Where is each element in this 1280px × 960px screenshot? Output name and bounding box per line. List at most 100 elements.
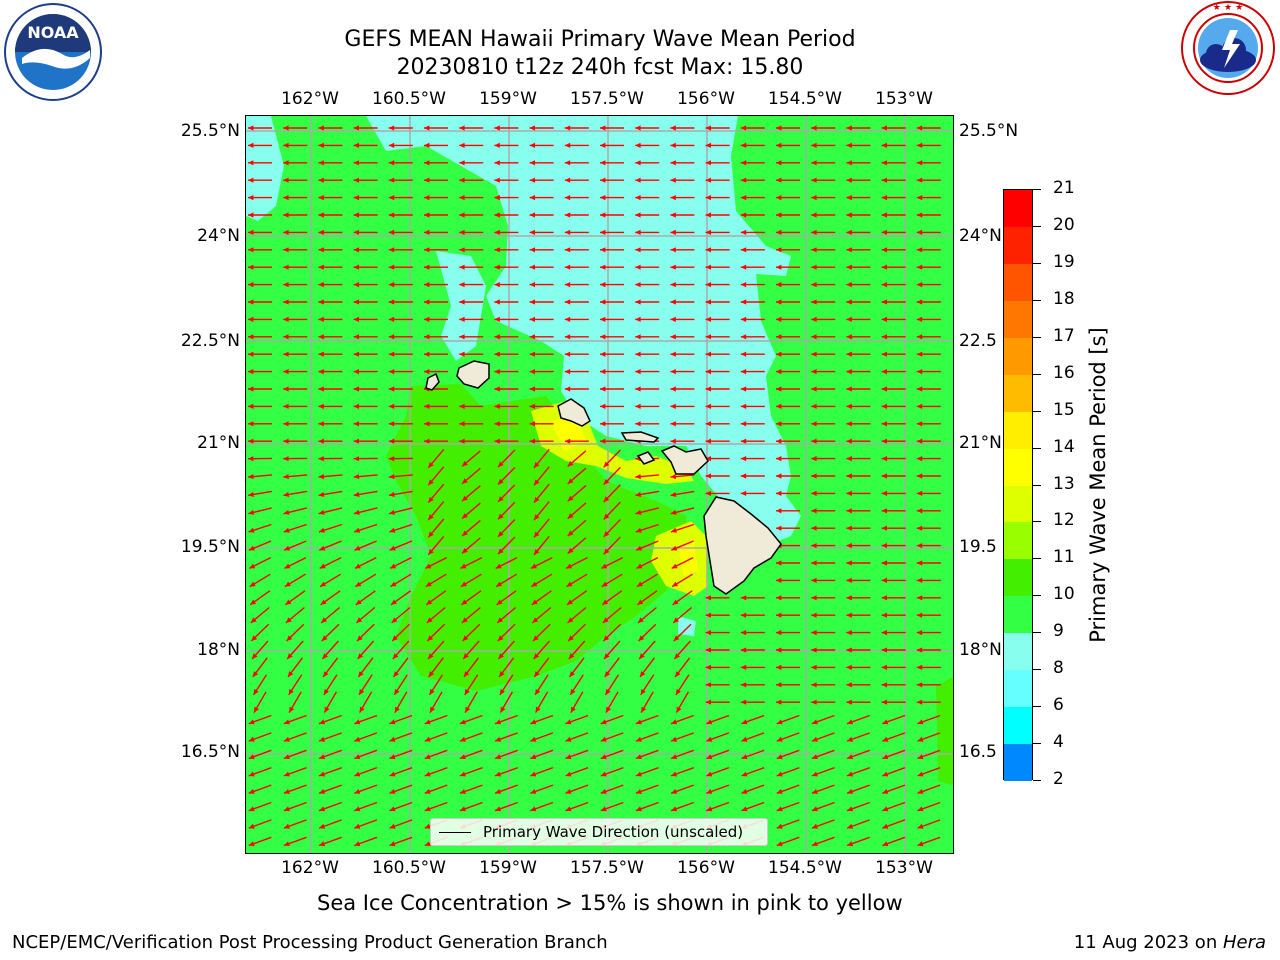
- lon-tick-top: 157.5°W: [570, 89, 644, 109]
- wave-arrow-head: [388, 386, 395, 392]
- wave-arrow-head: [603, 513, 610, 520]
- wave-arrow-head: [705, 421, 712, 427]
- wave-arrow-head: [533, 479, 540, 486]
- wave-arrow-head: [776, 403, 782, 410]
- wave-arrow-head: [670, 438, 676, 444]
- colorbar-tick-label: 9: [1053, 621, 1064, 642]
- wave-arrow-head: [635, 771, 642, 777]
- wave-arrow-head: [462, 460, 468, 467]
- wave-arrow-head: [497, 496, 504, 502]
- wave-arrow-head: [459, 719, 466, 725]
- wave-arrow-head: [318, 229, 324, 236]
- colorbar-tick-label: 6: [1053, 695, 1064, 716]
- wave-arrow-head: [287, 671, 294, 677]
- noaa-logo-text: NOAA: [27, 23, 79, 42]
- colorbar-tick-label: 18: [1053, 288, 1075, 309]
- wave-arrow-head: [248, 264, 254, 270]
- wave-arrow-head: [353, 386, 360, 392]
- colorbar-band: [1004, 522, 1032, 560]
- wave-arrow-head: [740, 177, 747, 183]
- wave-arrow-head: [602, 617, 609, 623]
- wave-arrow-head: [318, 334, 324, 340]
- wave-arrow-head: [565, 719, 572, 725]
- wave-arrow-head: [776, 194, 782, 201]
- wave-arrow-head: [741, 789, 748, 794]
- wave-arrow-head: [916, 264, 923, 270]
- wave-arrow-head: [392, 653, 399, 659]
- chart-subtitle: 20230810 t12z 240h fcst Max: 15.80: [396, 55, 804, 80]
- wave-arrow-head: [846, 577, 852, 584]
- wave-arrow-head: [916, 125, 923, 131]
- wave-arrow-head: [388, 194, 395, 201]
- wave-arrow-head: [635, 403, 641, 410]
- wave-arrow-head: [318, 299, 324, 305]
- wave-arrow-head: [916, 455, 923, 462]
- wave-arrow-head: [776, 229, 782, 236]
- wave-arrow-head: [248, 754, 255, 760]
- wave-arrow-head: [353, 456, 360, 462]
- wave-arrow-head: [494, 281, 500, 288]
- wave-arrow-head: [248, 789, 255, 794]
- wave-arrow-head: [424, 806, 431, 812]
- wave-arrow-head: [567, 617, 574, 623]
- wave-arrow-head: [740, 160, 747, 166]
- wave-arrow-head: [424, 299, 430, 305]
- wave-arrow-head: [740, 125, 747, 131]
- wave-arrow-head: [600, 736, 607, 742]
- wave-arrow-head: [354, 754, 361, 760]
- wave-arrow-head: [389, 545, 396, 551]
- wave-arrow-head: [533, 653, 540, 659]
- wave-arrow-head: [811, 316, 817, 323]
- wave-arrow-head: [811, 595, 817, 601]
- wave-arrow-head: [569, 671, 575, 677]
- wave-arrow-head: [776, 334, 782, 340]
- wave-arrow-head: [535, 706, 541, 713]
- wave-arrow-head: [740, 247, 747, 253]
- wave-arrow-head: [499, 671, 505, 677]
- colorbar-band: [1004, 411, 1032, 449]
- wave-arrow-head: [497, 531, 504, 537]
- wave-arrow-head: [531, 599, 538, 605]
- colorbar-tick-mark: [1033, 632, 1041, 634]
- colorbar-band: [1004, 448, 1032, 486]
- wave-arrow-head: [530, 563, 537, 569]
- wave-arrow-head: [495, 736, 502, 742]
- wave-arrow-head: [494, 125, 500, 131]
- wave-arrow-head: [354, 823, 361, 829]
- wave-arrow-head: [740, 142, 747, 149]
- wave-arrow-head: [388, 212, 395, 218]
- wave-arrow-head: [566, 563, 573, 569]
- wave-arrow-head: [635, 736, 642, 742]
- colorbar-tick-label: 8: [1053, 658, 1064, 679]
- wave-arrow-head: [603, 531, 610, 537]
- wave-arrow-head: [356, 617, 363, 623]
- wave-arrow-head: [846, 612, 852, 618]
- wave-arrow-head: [248, 316, 254, 323]
- wave-arrow-head: [881, 490, 888, 497]
- wave-arrow-head: [388, 142, 395, 149]
- wave-arrow-head: [640, 688, 646, 695]
- wave-arrow-head: [847, 789, 854, 794]
- wave-arrow-head: [881, 664, 888, 671]
- wave-arrow-head: [881, 351, 888, 357]
- wave-arrow-head: [529, 351, 536, 357]
- wave-arrow-head: [706, 754, 713, 760]
- wave-arrow-head: [740, 473, 747, 479]
- colorbar-tick-label: 13: [1053, 473, 1075, 494]
- wave-arrow-head: [635, 177, 641, 183]
- wave-arrow-head: [564, 438, 571, 444]
- wave-arrow-head: [600, 719, 607, 725]
- wave-arrow-head: [424, 229, 430, 236]
- wave-arrow-head: [283, 403, 289, 410]
- wave-arrow-head: [388, 351, 395, 357]
- wave-arrow-head: [705, 160, 712, 166]
- colorbar-tick-mark: [1033, 595, 1041, 597]
- wave-arrow-head: [283, 212, 289, 218]
- wave-arrow-head: [353, 212, 360, 218]
- wave-arrow-head: [354, 771, 361, 777]
- wave-arrow-head: [353, 281, 360, 288]
- wave-arrow-head: [740, 194, 747, 201]
- wave-arrow-head: [319, 563, 326, 569]
- colorbar-tick-mark: [1033, 410, 1041, 412]
- wave-arrow-head: [673, 635, 680, 641]
